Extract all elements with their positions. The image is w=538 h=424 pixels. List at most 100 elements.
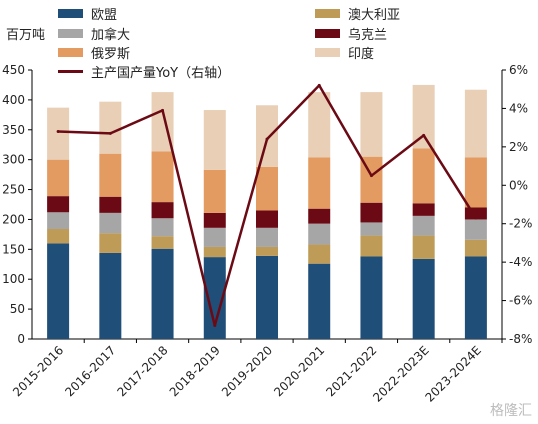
bar-segment-ukraine [464,207,487,220]
bar-segment-canada [412,215,435,236]
bar-segment-ukraine [99,196,122,213]
right-y-tick-label: -4% [509,255,532,269]
yoy-point [422,133,426,137]
bar-segment-ukraine [256,210,278,228]
right-y-tick-label: -8% [509,332,532,346]
right-y-tick-label: -6% [509,294,532,308]
legend-item-russia: 俄罗斯 [58,43,130,62]
legend-swatch-russia [58,48,83,57]
bar-segment-eu [360,256,383,339]
legend-swatch-ukraine [315,29,340,38]
bar-segment-australia [464,239,487,257]
left-y-tick-label: 0 [17,332,25,346]
bar-segment-eu [151,248,174,339]
bar-segment-ukraine [203,212,226,228]
left-y-tick-label: 400 [2,93,25,107]
left-y-tick-label: 350 [2,123,25,137]
x-tick-label: 2020-2021 [271,343,327,399]
x-tick-label: 2023-2024E [422,343,484,405]
bar-segment-canada [256,227,278,247]
bar-segment-australia [412,235,435,259]
left-y-tick-label: 450 [2,63,25,77]
bar-segment-india [308,92,331,158]
bar-segment-russia [47,159,70,197]
right-y-tick-label: 6% [509,63,528,77]
bar-segment-canada [464,219,487,240]
watermark-text: 格隆汇 [490,403,532,419]
bar-segment-eu [412,258,435,339]
bar-segment-australia [360,235,383,257]
bar-segment-eu [203,257,226,339]
x-tick-label: 2015-2016 [10,343,66,399]
right-y-tick-label: 2% [509,140,528,154]
bar-segment-russia [151,151,174,203]
left-y-tick-label: 300 [2,153,25,167]
right-y-tick-label: 4% [509,101,528,115]
bar-segment-india [464,89,487,158]
bar-segment-eu [308,263,331,339]
legend-label-eu: 欧盟 [91,8,118,23]
y-axis-unit-label: 百万吨 [6,28,46,43]
bar-segment-ukraine [360,202,383,223]
x-tick-label: 2018-2019 [167,343,223,399]
yoy-point [369,174,373,178]
x-tick-label: 2016-2017 [62,343,118,399]
bar-segment-india [203,110,226,170]
legend-item-ukraine: 乌克兰 [315,24,387,43]
legend-label-canada: 加拿大 [91,28,131,43]
left-y-tick-label: 250 [2,183,25,197]
yoy-point [213,324,217,328]
bar-segment-canada [151,218,174,237]
left-y-tick-label: 200 [2,212,25,226]
bar-segment-australia [203,246,226,258]
bar-segment-canada [203,227,226,247]
bar-segment-russia [464,157,487,208]
legend-swatch-yoy [58,70,83,73]
legend-swatch-australia [315,9,340,18]
legend-label-india: 印度 [348,47,375,62]
bar-segment-australia [256,246,278,256]
bar-segment-canada [360,222,383,236]
bar-segment-eu [256,255,278,339]
bar-segment-india [99,101,122,154]
legend-item-yoy: 主产国产量YoY（右轴） [58,62,230,81]
legend-label-yoy: 主产国产量YoY（右轴） [91,66,231,81]
legend-label-ukraine: 乌克兰 [348,28,388,43]
yoy-point [161,108,165,112]
bar-segment-india [412,84,435,149]
legend-label-russia: 俄罗斯 [91,47,131,62]
left-y-tick-label: 100 [2,272,25,286]
legend-item-india: 印度 [315,43,374,62]
legend-item-australia: 澳大利亚 [315,4,400,23]
bar-segment-ukraine [47,196,70,213]
legend-label-australia: 澳大利亚 [348,8,401,23]
bar-segment-australia [99,233,122,253]
bar-segment-australia [47,229,70,244]
legend-swatch-india [315,48,340,57]
bar-segment-australia [151,236,174,249]
yoy-point [56,129,60,133]
legend-item-eu: 欧盟 [58,4,117,23]
yoy-point [474,216,478,220]
bar-segment-australia [308,244,331,264]
left-y-tick-label: 50 [10,302,25,316]
x-tick-label: 2019-2020 [219,343,275,399]
right-y-tick-label: 0% [509,178,528,192]
bar-segment-eu [47,243,70,339]
yoy-point [108,131,112,135]
bar-segment-russia [99,153,122,197]
x-tick-label: 2017-2018 [115,343,171,399]
bar-segment-india [47,107,70,160]
bar-segment-russia [256,166,278,211]
x-tick-label: 2021-2022 [323,343,379,399]
bar-segment-russia [308,157,331,209]
yoy-point [265,137,269,141]
bar-segment-india [256,105,278,167]
bar-segment-russia [203,169,226,213]
legend-swatch-eu [58,9,83,18]
bar-segment-india [360,92,383,157]
bar-segment-canada [308,223,331,245]
bar-segment-canada [99,212,122,234]
right-y-tick-label: -2% [509,217,532,231]
